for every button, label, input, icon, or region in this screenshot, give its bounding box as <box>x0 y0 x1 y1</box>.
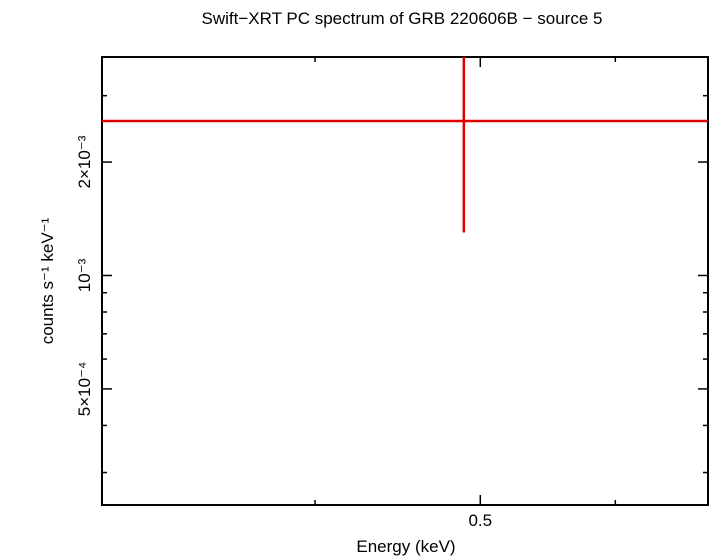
y-tick-label: 10⁻³ <box>75 258 94 292</box>
y-tick-label: 2×10⁻³ <box>75 135 94 188</box>
y-axis-label: counts s⁻¹ keV⁻¹ <box>38 217 57 344</box>
y-tick-label: 5×10⁻⁴ <box>75 362 94 417</box>
x-axis-label: Energy (keV) <box>356 537 455 556</box>
plot-frame <box>101 56 709 506</box>
x-tick-label: 0.5 <box>468 511 492 530</box>
chart-title: Swift−XRT PC spectrum of GRB 220606B − s… <box>202 9 603 28</box>
